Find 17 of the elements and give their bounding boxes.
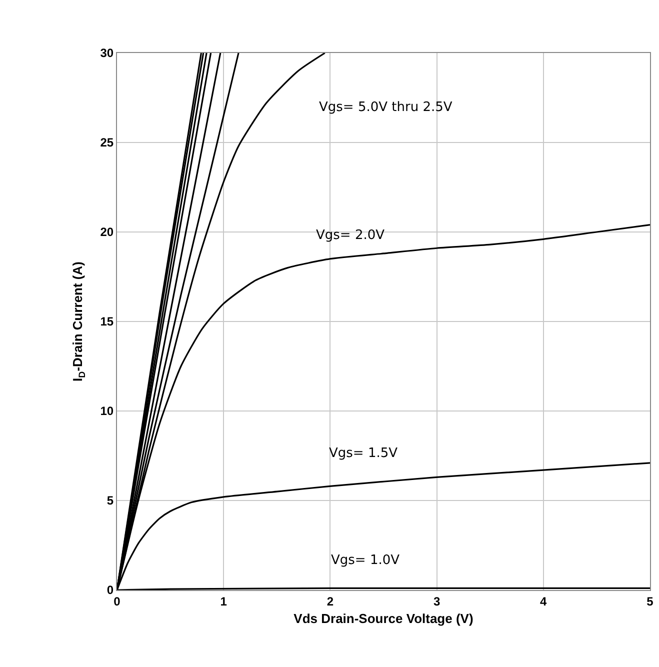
annotation: Vgs= 5.0V thru 2.5V [319, 100, 452, 115]
y-tick-label: 10 [100, 404, 114, 418]
y-tick-label: 0 [106, 583, 114, 598]
x-tick-label: 1 [220, 594, 228, 608]
y-tick-label: 5 [106, 494, 114, 508]
x-tick-label: 2 [326, 594, 334, 608]
x-axis-title: Vds Drain-Source Voltage (V) [294, 611, 474, 626]
y-tick-label: 15 [100, 314, 114, 329]
y-tick-label: 20 [100, 225, 114, 240]
y-tick-label: 25 [100, 136, 114, 150]
x-tick-label: 5 [646, 594, 654, 608]
y-tick-label: 30 [100, 46, 114, 60]
x-tick-label: 3 [433, 594, 440, 608]
x-tick-label: 4 [540, 594, 548, 608]
annotation: Vgs= 1.0V [331, 553, 400, 568]
annotation: Vgs= 2.0V [316, 228, 385, 243]
annotation: Vgs= 1.5V [329, 446, 398, 461]
